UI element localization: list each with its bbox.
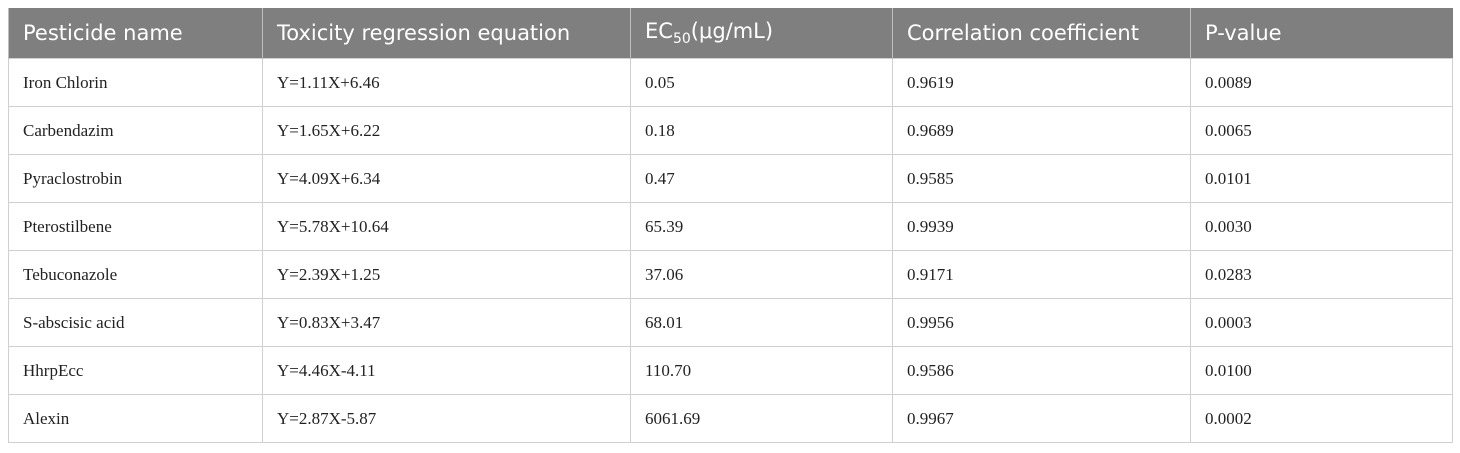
table-row: Alexin Y=2.87X-5.87 6061.69 0.9967 0.0002	[8, 394, 1453, 443]
table-cell: HhrpEcc	[8, 346, 263, 395]
table-cell: 110.70	[630, 346, 893, 395]
table-cell: 0.9956	[892, 298, 1191, 347]
table-cell: Y=4.09X+6.34	[262, 154, 631, 203]
table-cell: 0.0065	[1190, 106, 1453, 155]
header-row: Pesticide name Toxicity regression equati…	[8, 8, 1453, 59]
table-cell: 0.0100	[1190, 346, 1453, 395]
header-text: EC	[645, 18, 673, 43]
table-cell: 0.18	[630, 106, 893, 155]
table-cell: 0.9619	[892, 58, 1191, 107]
table-cell: 0.0283	[1190, 250, 1453, 299]
table-cell: 0.0089	[1190, 58, 1453, 107]
table-cell: 6061.69	[630, 394, 893, 443]
table-cell: 0.9586	[892, 346, 1191, 395]
table-cell: Alexin	[8, 394, 263, 443]
header-cell: Pesticide name	[8, 8, 263, 59]
table-cell: 0.0101	[1190, 154, 1453, 203]
table-row: HhrpEcc Y=4.46X-4.11 110.70 0.9586 0.0100	[8, 346, 1453, 395]
header-cell: Correlation coefficient	[892, 8, 1191, 59]
table-row: Tebuconazole Y=2.39X+1.25 37.06 0.9171 0.028…	[8, 250, 1453, 299]
table-cell: 68.01	[630, 298, 893, 347]
table-cell: Y=1.11X+6.46	[262, 58, 631, 107]
table-cell: Y=0.83X+3.47	[262, 298, 631, 347]
table-cell: 0.47	[630, 154, 893, 203]
table-cell: 0.9171	[892, 250, 1191, 299]
data-table: Pesticide name Toxicity regression equati…	[8, 8, 1453, 443]
table-cell: 0.05	[630, 58, 893, 107]
table-cell: 65.39	[630, 202, 893, 251]
table-cell: 0.9967	[892, 394, 1191, 443]
table-cell: 0.0003	[1190, 298, 1453, 347]
table-cell: Y=4.46X-4.11	[262, 346, 631, 395]
table-cell: Carbendazim	[8, 106, 263, 155]
table-row: Iron Chlorin Y=1.11X+6.46 0.05 0.9619 0.0089	[8, 58, 1453, 107]
table-cell: Y=5.78X+10.64	[262, 202, 631, 251]
table-row: Pyraclostrobin Y=4.09X+6.34 0.47 0.9585 0.01…	[8, 154, 1453, 203]
table-cell: 37.06	[630, 250, 893, 299]
table-cell: S-abscisic acid	[8, 298, 263, 347]
table-cell: 0.0002	[1190, 394, 1453, 443]
table-cell: Y=2.39X+1.25	[262, 250, 631, 299]
header-cell: Toxicity regression equation	[262, 8, 631, 59]
header-subscript: 50	[672, 31, 691, 48]
table-cell: Y=1.65X+6.22	[262, 106, 631, 155]
table-cell: Pyraclostrobin	[8, 154, 263, 203]
table-cell: Tebuconazole	[8, 250, 263, 299]
table-cell: 0.9939	[892, 202, 1191, 251]
table-cell: 0.0030	[1190, 202, 1453, 251]
header-cell: P-value	[1190, 8, 1453, 59]
table-cell: 0.9689	[892, 106, 1191, 155]
header-cell: EC50(μg/mL)	[630, 8, 893, 59]
table-cell: Y=2.87X-5.87	[262, 394, 631, 443]
table-cell: Iron Chlorin	[8, 58, 263, 107]
table-row: Carbendazim Y=1.65X+6.22 0.18 0.9689 0.0065	[8, 106, 1453, 155]
header-text: (μg/mL)	[690, 18, 774, 43]
table-cell: Pterostilbene	[8, 202, 263, 251]
table-row: Pterostilbene Y=5.78X+10.64 65.39 0.9939 0.0…	[8, 202, 1453, 251]
table-cell: 0.9585	[892, 154, 1191, 203]
table-row: S-abscisic acid Y=0.83X+3.47 68.01 0.9956 0.…	[8, 298, 1453, 347]
